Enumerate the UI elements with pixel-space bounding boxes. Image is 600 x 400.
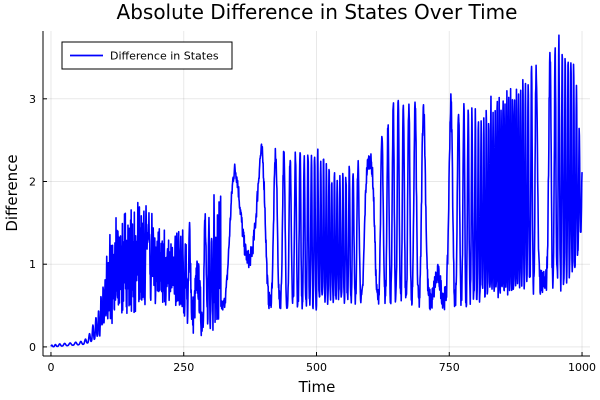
y-tick-label: 3 [29, 93, 36, 106]
tick-group: 0 250 500 750 1000 0 1 2 3 [29, 93, 596, 374]
y-tick-label: 1 [29, 258, 36, 271]
series-group [50, 34, 583, 348]
x-tick-label: 750 [439, 361, 460, 374]
legend: Difference in States [61, 41, 233, 70]
chart-title: Absolute Difference in States Over Time [117, 0, 518, 24]
y-tick-label: 0 [29, 341, 36, 354]
x-tick-label: 500 [306, 361, 327, 374]
x-tick-label: 1000 [568, 361, 596, 374]
x-tick-label: 250 [173, 361, 194, 374]
y-axis-label: Difference [3, 154, 21, 231]
legend-entry: Difference in States [110, 50, 219, 63]
series-line [50, 34, 583, 348]
x-axis-label: Time [298, 378, 336, 396]
y-tick-label: 2 [29, 176, 36, 189]
x-tick-label: 0 [47, 361, 54, 374]
